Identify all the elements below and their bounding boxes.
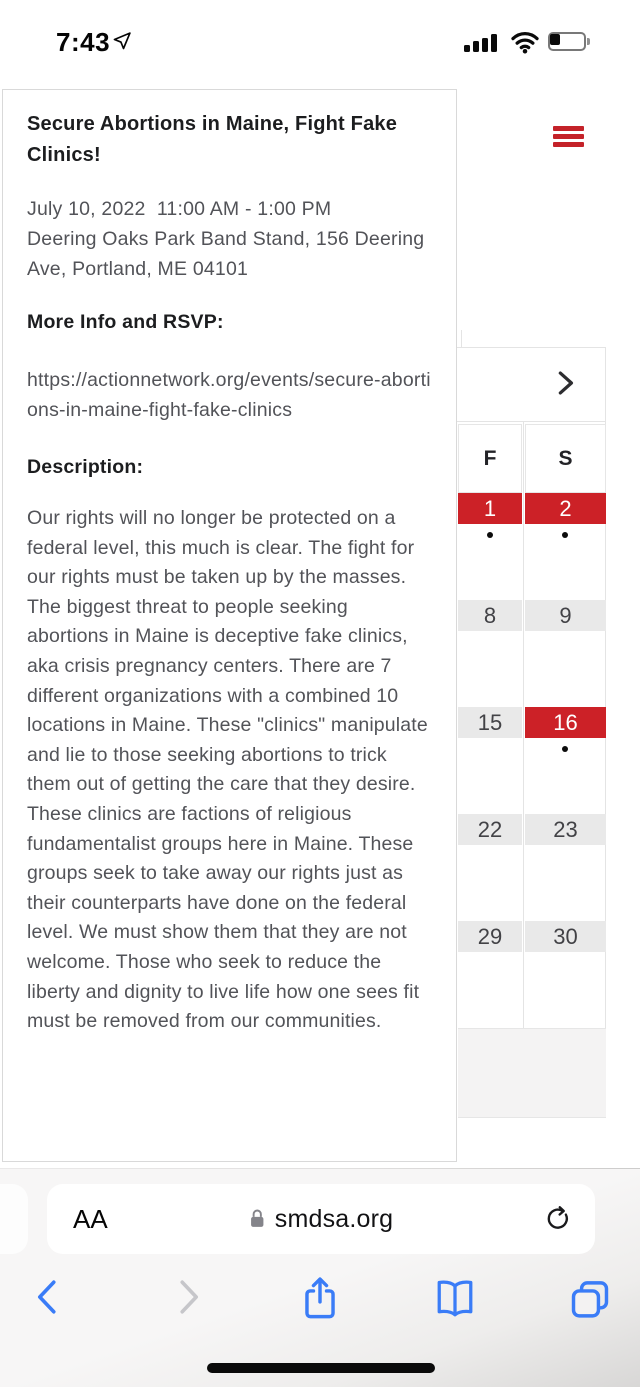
adjacent-tab-hint[interactable] — [0, 1184, 28, 1254]
day-header-saturday: S — [525, 424, 606, 493]
calendar-day-15[interactable]: 15 — [458, 707, 522, 738]
rsvp-label: More Info and RSVP: — [27, 311, 224, 333]
calendar-day-9[interactable]: 9 — [525, 600, 606, 631]
calendar-day-30[interactable]: 30 — [525, 921, 606, 952]
event-dot — [487, 532, 493, 538]
next-month-icon[interactable] — [551, 368, 579, 398]
browser-chrome: AA smdsa.org — [0, 1168, 640, 1387]
calendar-day-16[interactable]: 16 — [525, 707, 606, 738]
event-title: Secure Abortions in Maine, Fight Fake Cl… — [27, 113, 398, 166]
menu-icon[interactable] — [553, 126, 584, 148]
calendar-fragment: F S 1 2 8 9 15 16 22 23 29 30 — [455, 347, 607, 1119]
calendar-day-2[interactable]: 2 — [525, 493, 606, 524]
address-bar[interactable]: AA smdsa.org — [47, 1184, 595, 1254]
wifi-icon — [511, 32, 539, 54]
clock: 7:43 — [56, 27, 111, 57]
event-description: Our rights will no longer be protected o… — [27, 507, 428, 1033]
event-datetime: July 10, 2022 11:00 AM - 1:00 PM — [27, 198, 332, 220]
table-gridline — [461, 330, 462, 347]
status-bar: 7:43 — [0, 0, 640, 62]
rsvp-url: https://actionnetwork.org/events/secure-… — [27, 369, 431, 421]
calendar-day-22[interactable]: 22 — [458, 814, 522, 845]
reader-options-button[interactable]: AA — [73, 1203, 108, 1234]
event-address: Deering Oaks Park Band Stand, 156 Deerin… — [27, 228, 425, 280]
description-label: Description: — [27, 456, 144, 478]
calendar-day-23[interactable]: 23 — [525, 814, 606, 845]
tabs-icon[interactable] — [567, 1274, 613, 1324]
day-header-friday: F — [458, 424, 522, 493]
calendar-day-8[interactable]: 8 — [458, 600, 522, 631]
cellular-signal-icon — [464, 33, 504, 52]
event-meta: July 10, 2022 11:00 AM - 1:00 PM Deering… — [27, 194, 432, 284]
event-popup: Secure Abortions in Maine, Fight Fake Cl… — [2, 89, 457, 1162]
location-arrow-icon — [113, 32, 131, 50]
back-button-icon[interactable] — [28, 1274, 68, 1320]
event-dot — [562, 532, 568, 538]
reload-icon[interactable] — [543, 1203, 573, 1235]
battery-icon — [548, 32, 592, 52]
share-icon[interactable] — [297, 1274, 343, 1324]
bookmarks-icon[interactable] — [430, 1274, 480, 1324]
home-indicator[interactable] — [207, 1363, 435, 1373]
lock-icon — [251, 1209, 264, 1227]
event-dot — [562, 746, 568, 752]
calendar-day-29[interactable]: 29 — [458, 921, 522, 952]
calendar-footer-band — [458, 1028, 606, 1118]
forward-button-icon[interactable] — [168, 1274, 208, 1320]
url-text: smdsa.org — [274, 1204, 394, 1233]
calendar-day-1[interactable]: 1 — [458, 493, 522, 524]
